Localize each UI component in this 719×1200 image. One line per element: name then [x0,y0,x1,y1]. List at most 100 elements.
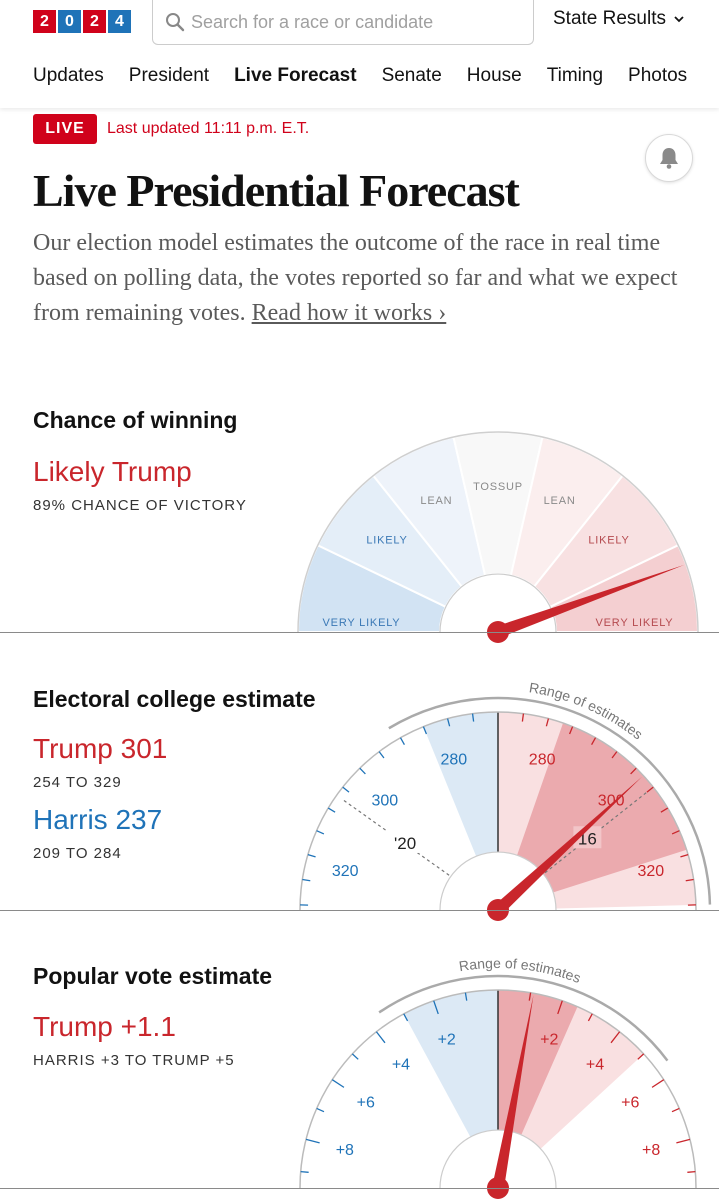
gauge-tick [591,737,597,745]
gauge-tick [646,786,654,793]
marker-2020: '20 [394,834,416,853]
electoral-title: Electoral college estimate [33,686,316,712]
caption-text-path: Range of estimates [458,955,583,986]
gauge-hub-outline [439,1129,557,1189]
gauge-tick [671,1107,680,1113]
read-how-link[interactable]: Read how it works › [251,300,447,326]
gauge-tick [680,854,689,858]
gauge-outline [299,711,697,911]
popular-tick-label: +8 [642,1142,660,1159]
gauge-tick [316,1107,325,1113]
nav-house[interactable]: House [466,65,522,86]
chance-baseline [0,632,719,633]
chance-segment-label: VERY LIKELY [323,617,401,629]
logo-digit: 2 [33,10,56,33]
top-header: 2 0 2 4 State Results Updates President … [0,0,719,108]
gauge-tick [446,718,451,727]
nav-senate[interactable]: Senate [381,65,442,86]
gauge-tick [422,726,428,735]
gauge-tick [331,1079,345,1088]
chevron-down-icon [674,16,684,23]
gauge-tick [302,878,311,882]
chance-segment-label: LIKELY [366,534,407,546]
search-icon [166,13,185,32]
gauge-tick [327,807,336,813]
nav-timing[interactable]: Timing [546,65,604,86]
live-badge: LIVE [33,114,97,144]
nav-photos[interactable]: Photos [628,65,688,86]
gauge-tick [403,1013,409,1022]
gauge-tick [587,1013,593,1022]
gauge-tick [568,726,574,735]
page-title: Live Presidential Forecast [33,165,520,216]
last-updated: Last updated 11:11 p.m. E.T. [107,120,310,137]
nav-president[interactable]: President [128,65,210,86]
gauge-tick [399,737,405,745]
electoral-tick-label: 300 [598,793,625,810]
description-text: Our election model estimates the outcome… [33,230,678,326]
gauge-tick [359,767,366,775]
popular-subtitle: HARRIS +3 TO TRUMP +5 [33,1052,235,1069]
logo-2024[interactable]: 2 0 2 4 [33,10,131,33]
gauge-tick [378,751,385,759]
marker-2016-line [544,791,648,874]
state-results-label: State Results [553,8,666,29]
popular-range-caption: Range of estimates [458,955,583,986]
popular-needle [492,995,534,1190]
popular-tick-label: +4 [392,1056,410,1073]
gauge-tick [630,767,637,775]
popular-tick-label: +4 [586,1056,604,1073]
range-arc [388,696,712,905]
chance-needle [495,564,685,638]
page-description: Our election model estimates the outcome… [33,226,683,331]
section-nav: Updates President Live Forecast Senate H… [33,65,712,87]
electoral-harris-range: 209 TO 284 [33,845,122,862]
chance-segment-label: VERY LIKELY [596,617,674,629]
gauge-tick [375,1031,386,1044]
harris-range-band [403,990,498,1137]
gauge-tick [351,1053,359,1060]
chance-segment-label: LIKELY [588,534,629,546]
nav-live-forecast[interactable]: Live Forecast [234,65,357,86]
gauge-tick [464,992,468,1001]
electoral-trump-range: 254 TO 329 [33,774,122,791]
electoral-harris: Harris 237 [33,804,163,835]
popular-headline: Trump +1.1 [33,1011,176,1042]
popular-tick-label: +6 [357,1095,375,1112]
gauge-tick [660,807,669,813]
gauge-tick [305,1138,320,1144]
chance-subtitle: 89% CHANCE OF VICTORY [33,497,247,514]
nav-updates[interactable]: Updates [33,65,104,86]
marker-2020-bg [387,830,424,853]
trump-likely-band [498,990,578,1135]
gauge-tick [433,1000,439,1015]
gauge-tick [611,751,618,759]
gauge-tick [676,1138,691,1144]
electoral-trump: Trump 301 [33,733,168,764]
gauge-tick [671,830,680,835]
search-box[interactable] [152,0,534,45]
popular-tick-label: +6 [621,1095,639,1112]
gauge-tick [342,786,350,793]
gauge-hub-outline [439,573,557,633]
gauge-tick [521,713,525,722]
gauge-hub-outline [439,851,557,911]
gauge-tick [307,854,316,858]
marker-2020-line [342,799,450,876]
gauge-tick [300,1171,309,1173]
chance-segment-label: LEAN [544,495,576,507]
electoral-baseline [0,910,719,911]
gauge-tick [557,1000,563,1015]
notification-button[interactable] [645,134,693,182]
state-results-dropdown[interactable]: State Results [553,8,684,30]
search-input[interactable] [189,10,523,34]
gauge-outline [299,989,697,1189]
gauge-tick [651,1079,665,1088]
live-status: LIVE Last updated 11:11 p.m. E.T. [33,114,309,144]
gauge-tick [610,1031,621,1044]
chance-headline: Likely Trump [33,456,192,487]
popular-tick-label: +2 [438,1032,456,1049]
chance-title: Chance of winning [33,407,238,433]
logo-digit: 2 [83,10,106,33]
